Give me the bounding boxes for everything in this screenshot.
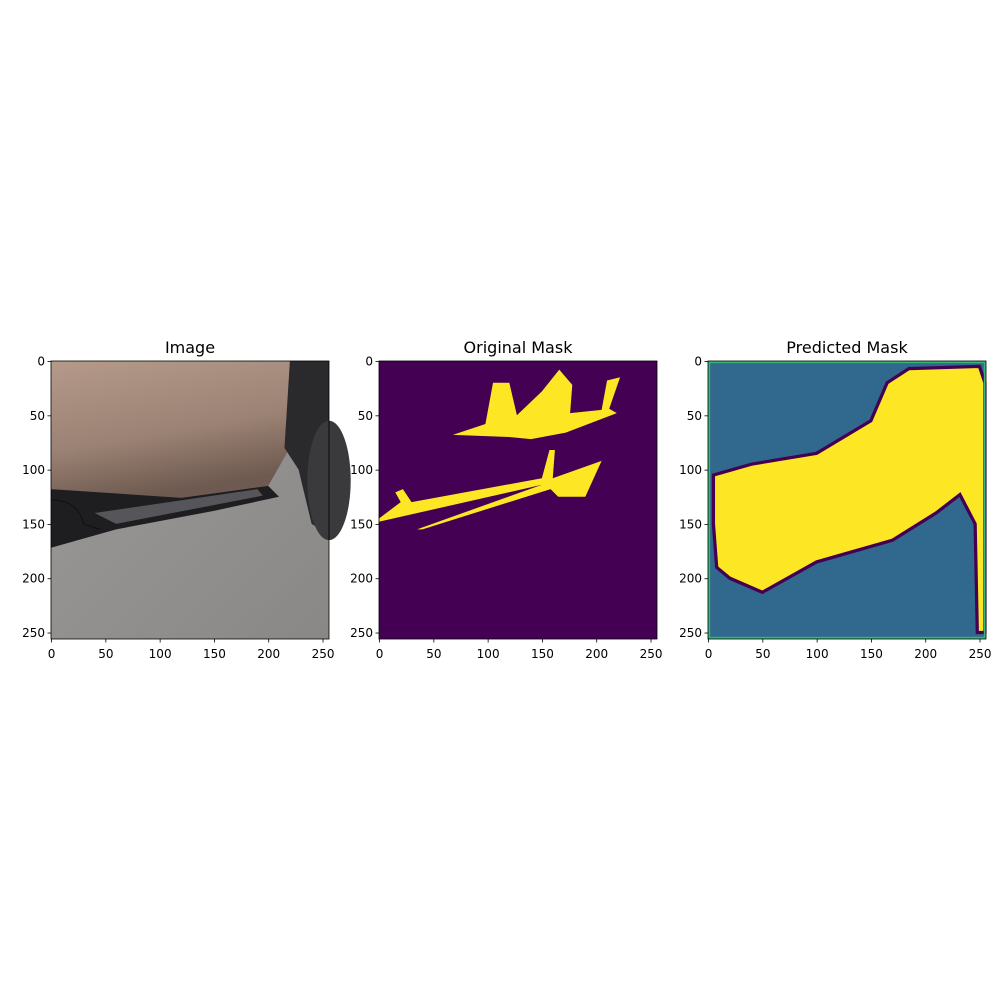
- panel-title: Original Mask: [464, 338, 574, 357]
- x-tick-label: 250: [969, 647, 992, 661]
- y-tick-label: 0: [694, 355, 702, 369]
- x-tick-label: 200: [914, 647, 937, 661]
- y-tick-label: 50: [358, 409, 373, 423]
- predicted-image: [708, 361, 987, 639]
- y-tick-label: 0: [365, 355, 373, 369]
- x-tick-label: 100: [477, 647, 500, 661]
- x-tick-label: 250: [640, 647, 663, 661]
- y-tick-label: 200: [22, 572, 45, 586]
- photo: [50, 361, 351, 639]
- x-tick-label: 200: [257, 647, 280, 661]
- x-tick-label: 200: [585, 647, 608, 661]
- x-tick-label: 50: [98, 647, 113, 661]
- y-tick-label: 150: [679, 517, 702, 531]
- y-tick-label: 150: [350, 517, 373, 531]
- x-tick-label: 0: [705, 647, 713, 661]
- mask-image: [379, 361, 657, 639]
- x-tick-label: 150: [860, 647, 883, 661]
- y-tick-label: 100: [350, 463, 373, 477]
- y-tick-label: 50: [687, 409, 702, 423]
- y-tick-label: 200: [679, 572, 702, 586]
- y-tick-label: 0: [37, 355, 45, 369]
- y-tick-label: 100: [22, 463, 45, 477]
- y-tick-label: 250: [22, 626, 45, 640]
- axes-frame: [707, 360, 987, 640]
- x-tick-label: 0: [376, 647, 384, 661]
- y-tick-label: 150: [22, 517, 45, 531]
- panel-title: Image: [165, 338, 215, 357]
- x-tick-label: 50: [426, 647, 441, 661]
- x-tick-label: 50: [755, 647, 770, 661]
- y-tick-label: 250: [350, 626, 373, 640]
- axes-frame: [50, 360, 330, 640]
- y-tick-label: 100: [679, 463, 702, 477]
- y-tick-label: 200: [350, 572, 373, 586]
- y-tick-label: 50: [30, 409, 45, 423]
- x-tick-label: 150: [531, 647, 554, 661]
- x-tick-label: 150: [203, 647, 226, 661]
- y-tick-label: 250: [679, 626, 702, 640]
- axes-frame: [378, 360, 658, 640]
- panel-title: Predicted Mask: [786, 338, 908, 357]
- x-tick-label: 100: [806, 647, 829, 661]
- x-tick-label: 100: [149, 647, 172, 661]
- x-tick-label: 0: [48, 647, 56, 661]
- x-tick-label: 250: [312, 647, 335, 661]
